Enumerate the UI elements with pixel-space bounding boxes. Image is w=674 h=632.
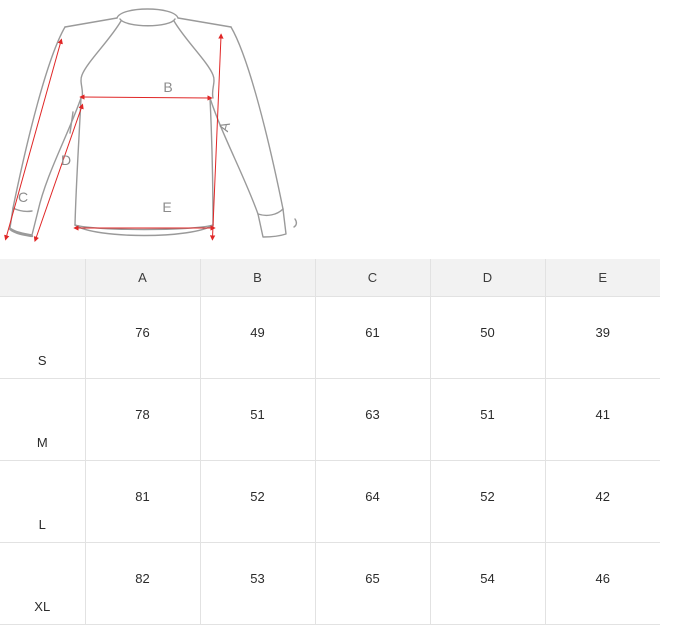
svg-text:B: B [163, 79, 172, 95]
svg-text:A: A [215, 119, 233, 133]
svg-text:E: E [162, 199, 171, 215]
svg-text:D: D [61, 152, 71, 168]
svg-text:C: C [18, 189, 28, 205]
